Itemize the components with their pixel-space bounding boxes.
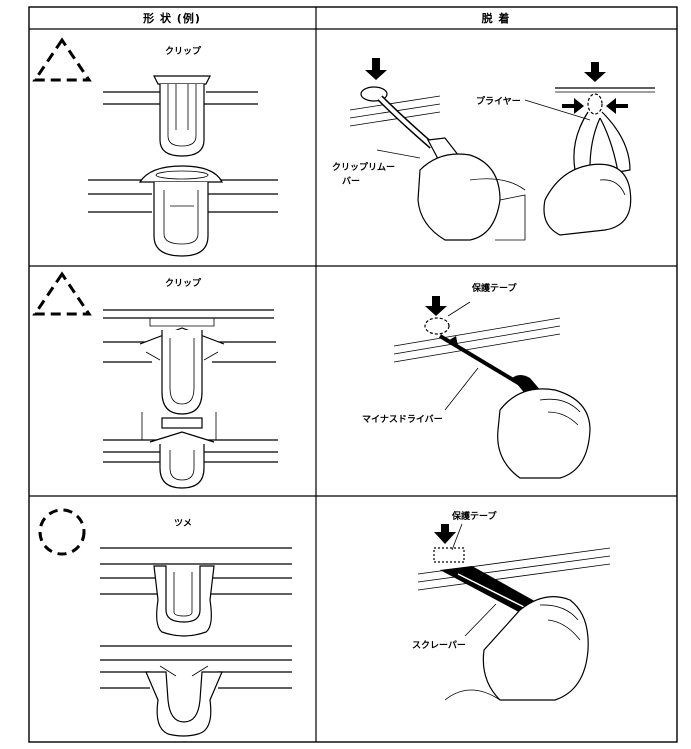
leader-line — [464, 603, 497, 637]
row3-shape-cell: ツメ — [38, 508, 292, 737]
squeeze-right-arrow-icon — [562, 98, 584, 114]
clip-remover-illustration — [349, 58, 526, 241]
clip-illustration-lower — [103, 412, 278, 489]
row2-shape-label: クリップ — [165, 277, 202, 289]
ok-circle-icon — [38, 508, 86, 556]
clip-illustration-upper — [103, 75, 258, 157]
leader-line — [524, 99, 591, 121]
pliers-illustration — [524, 62, 655, 236]
leader-line — [447, 301, 471, 317]
table-grid — [28, 6, 678, 743]
row1-callout-clip-remover-1: クリップリムー — [332, 161, 395, 173]
caution-triangle-icon — [32, 37, 92, 82]
scraper-illustration — [417, 523, 611, 701]
row2-callout-protective-tape: 保護テープ — [471, 282, 517, 294]
pull-up-arrow-icon — [584, 62, 606, 82]
row1-removal-cell: クリップリムー バー プライヤー — [332, 58, 655, 241]
screwdriver-illustration — [393, 296, 591, 479]
row3-removal-cell: 保護テープ スクレーパー — [412, 510, 611, 701]
pull-up-arrow-icon — [365, 58, 387, 80]
row3-callout-protective-tape: 保護テープ — [451, 510, 497, 522]
row2-removal-cell: 保護テープ マイナスドライバー — [362, 282, 591, 479]
claw-illustration-upper — [100, 547, 292, 637]
caution-triangle-icon — [32, 271, 92, 316]
row1-callout-clip-remover-2: バー — [342, 176, 360, 187]
squeeze-left-arrow-icon — [606, 98, 628, 114]
row3-callout-scraper: スクレーパー — [412, 639, 466, 651]
clip-illustration-upper — [103, 309, 276, 415]
leader-line — [451, 523, 463, 551]
pull-up-arrow-icon — [434, 524, 456, 544]
header-shape-example: 形 状 (例) — [143, 11, 201, 25]
header-removal: 脱 着 — [482, 11, 511, 25]
row3-shape-label: ツメ — [174, 518, 192, 529]
row2-shape-cell: クリップ — [32, 271, 278, 489]
claw-illustration-lower — [100, 645, 292, 737]
leader-line — [376, 149, 421, 159]
clip-illustration-lower — [88, 165, 278, 257]
leader-line — [444, 367, 479, 411]
row1-shape-cell: クリップ — [32, 37, 278, 257]
row1-shape-label: クリップ — [165, 45, 202, 57]
row2-callout-screwdriver: マイナスドライバー — [362, 414, 443, 425]
row1-callout-pliers: プライヤー — [476, 95, 521, 107]
pull-up-arrow-icon — [425, 296, 447, 316]
